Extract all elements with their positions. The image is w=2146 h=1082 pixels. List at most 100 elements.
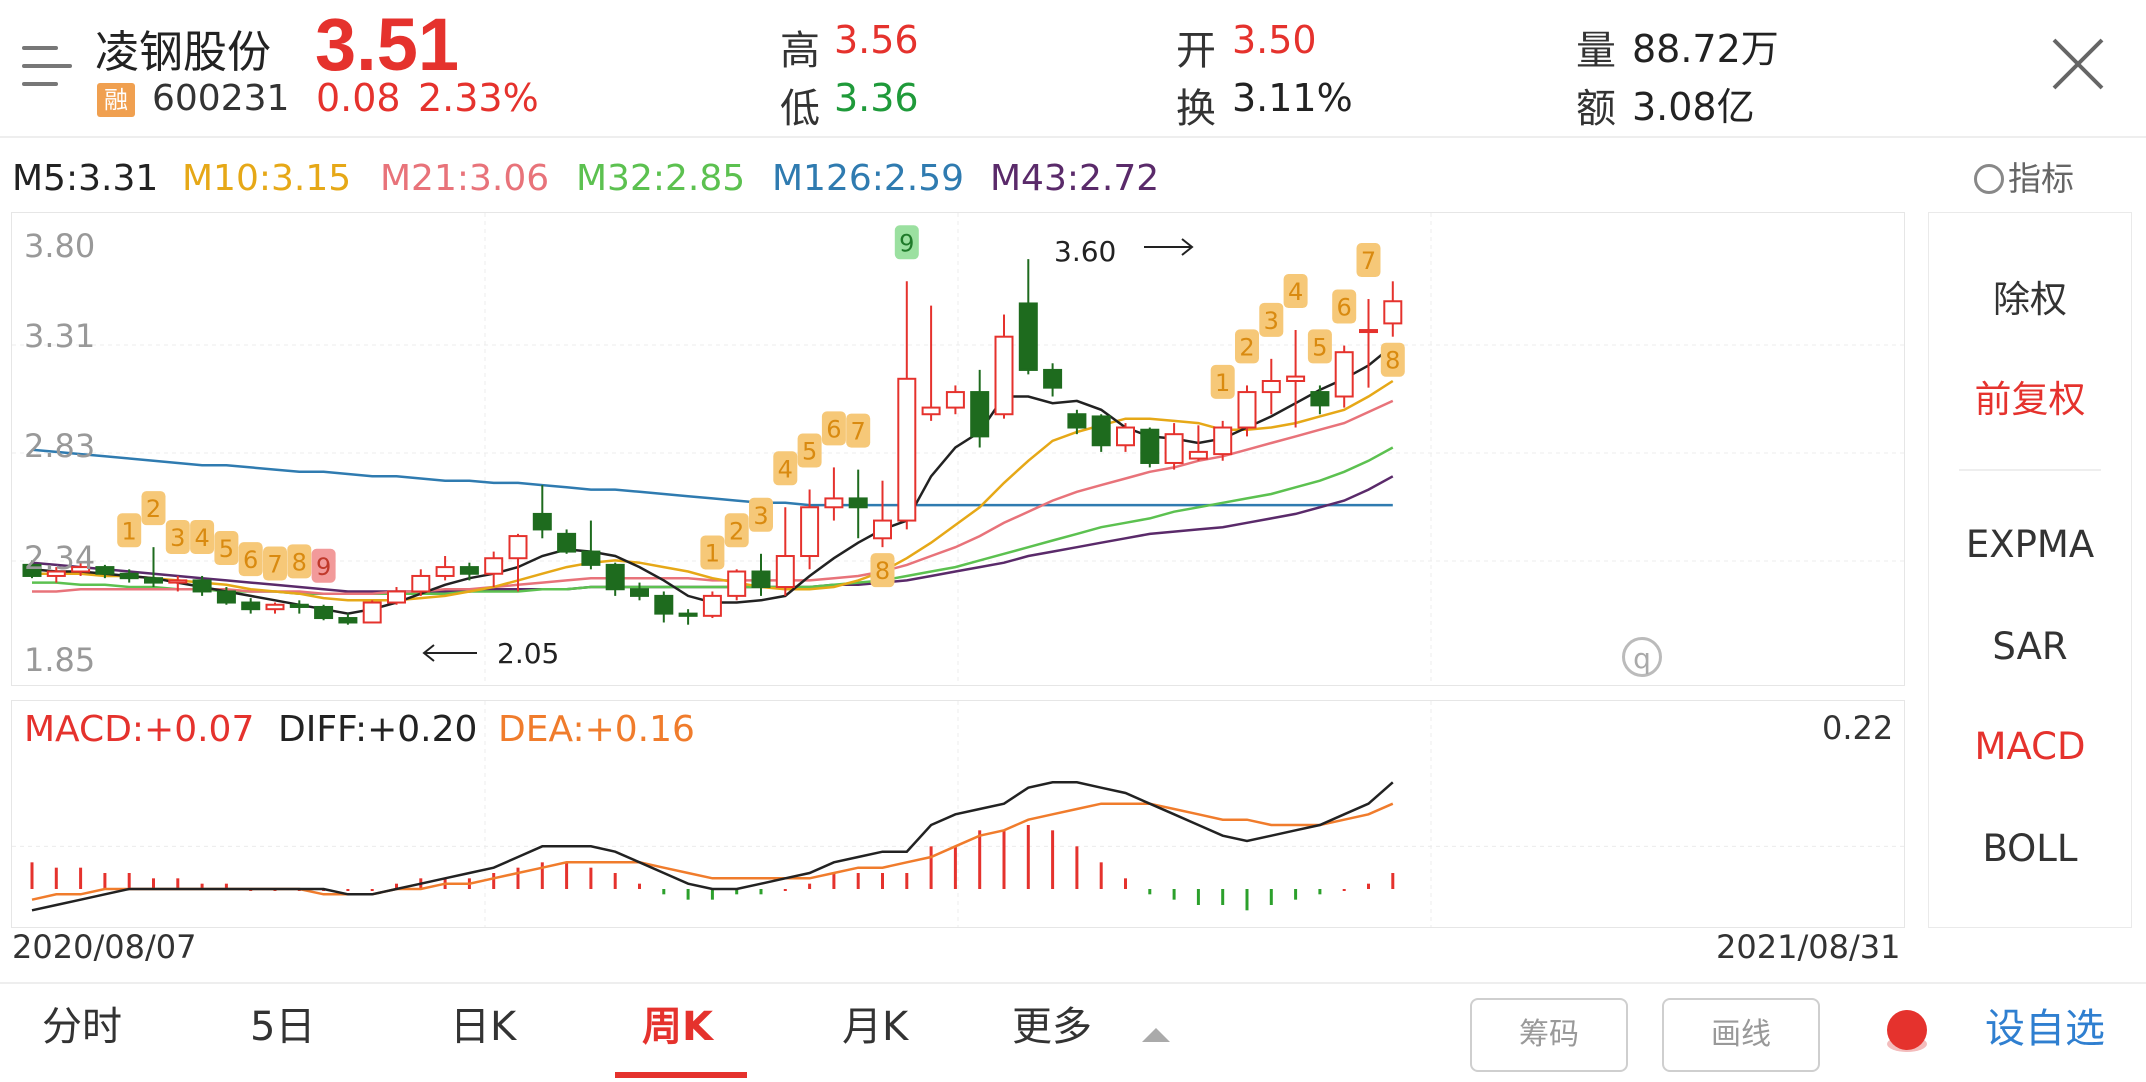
- td-badge: [749, 497, 773, 532]
- candle: [216, 587, 236, 605]
- candle-body: [800, 506, 820, 558]
- menu-icon[interactable]: [22, 44, 72, 88]
- candle: [484, 551, 504, 588]
- candle-body: [22, 563, 42, 577]
- candle-body: [314, 605, 334, 620]
- price-change: 0.08: [316, 76, 401, 120]
- candle-body: [46, 570, 66, 577]
- candle-body: [945, 391, 965, 409]
- candle: [411, 569, 431, 596]
- close-icon[interactable]: [2046, 32, 2110, 96]
- current-price: 3.51: [315, 3, 460, 86]
- candle-body: [508, 535, 528, 560]
- tab-more[interactable]: 更多: [1012, 1004, 1092, 1050]
- candle: [241, 598, 261, 614]
- td-badge: [287, 544, 312, 579]
- indicator-settings-button[interactable]: 指标: [1974, 152, 2074, 200]
- option-ex-rights[interactable]: 除权: [1993, 278, 2067, 321]
- td-number: 6: [243, 546, 258, 574]
- macd-max-label: 0.22: [1822, 709, 1894, 747]
- candle: [22, 560, 42, 579]
- candle: [678, 609, 698, 625]
- ma126-label: M126:2.59: [772, 158, 965, 199]
- chip-distribution-button[interactable]: 筹码: [1470, 998, 1628, 1072]
- td-number: 5: [219, 535, 234, 563]
- candle: [848, 469, 868, 539]
- candle: [1067, 409, 1087, 435]
- candle: [1213, 420, 1233, 461]
- candle: [46, 567, 66, 583]
- candle-body: [1164, 433, 1184, 464]
- watermark-icon: q: [1622, 637, 1662, 677]
- option-boll[interactable]: BOLL: [1982, 827, 2078, 870]
- candle: [1116, 423, 1135, 452]
- td-badge: [165, 519, 190, 554]
- candle: [727, 569, 747, 601]
- stock-code: 600231: [152, 78, 290, 119]
- indicator-settings-label: 指标: [2008, 159, 2074, 198]
- candle: [630, 582, 649, 601]
- candle-body: [727, 570, 747, 597]
- td-count-mark: 4: [773, 451, 798, 486]
- td-badge: [263, 546, 287, 581]
- td-number: 9: [899, 229, 914, 257]
- td-count-mark: 3: [165, 519, 190, 554]
- tab-monthly-k[interactable]: 月K: [842, 1004, 909, 1050]
- draw-line-button[interactable]: 画线: [1662, 998, 1820, 1072]
- td-count-mark: 1: [1210, 364, 1235, 399]
- tab-daily-k[interactable]: 日K: [450, 1004, 517, 1050]
- start-date: 2020/08/07: [12, 928, 197, 966]
- candle: [459, 562, 479, 581]
- candle-body: [1213, 426, 1233, 456]
- candle: [119, 569, 139, 583]
- candle-body: [435, 566, 455, 577]
- y-tick-label: 2.34: [24, 539, 96, 577]
- td-count-mark: 9: [894, 225, 919, 260]
- candle-body: [1043, 368, 1063, 389]
- add-to-watchlist-button[interactable]: 设自选: [1985, 1006, 2105, 1052]
- stock-header: 凌钢股份 融 600231 3.51 0.08 2.33% 高 3.56 低 3…: [0, 0, 2146, 138]
- diff-line: [31, 781, 1394, 912]
- tab-weekly-k[interactable]: 周K: [642, 1004, 713, 1050]
- y-tick-label: 2.83: [24, 427, 96, 465]
- td-badge: [1210, 364, 1235, 399]
- candle-body: [532, 512, 552, 531]
- td-badge: [724, 513, 749, 548]
- td-badge: [1307, 329, 1332, 364]
- caret-up-icon[interactable]: [1140, 1024, 1172, 1044]
- td-count-mark: 3: [749, 497, 773, 532]
- td-number: 2: [1239, 333, 1254, 361]
- td-badge: [1380, 342, 1405, 377]
- td-number: 8: [292, 548, 307, 576]
- tab-5day[interactable]: 5日: [250, 1004, 316, 1050]
- option-macd[interactable]: MACD: [1974, 725, 2086, 768]
- td-count-mark: 8: [1380, 342, 1405, 377]
- record-icon[interactable]: [1887, 1010, 1927, 1050]
- td-badge: [821, 411, 846, 446]
- high-arrow-head: [1181, 238, 1194, 256]
- macd-chart[interactable]: MACD:+0.07 DIFF:+0.20 DEA:+0.16 0.22: [11, 700, 1905, 928]
- option-sar[interactable]: SAR: [1992, 625, 2068, 668]
- stock-name: 凌钢股份: [95, 27, 271, 78]
- volume-value: 88.72万: [1632, 27, 1779, 71]
- candle: [1310, 385, 1330, 415]
- td-badge: [190, 519, 215, 554]
- option-forward-adjusted[interactable]: 前复权: [1974, 378, 2086, 421]
- td-count-mark: 6: [238, 542, 263, 577]
- candle: [581, 520, 601, 570]
- td-count-mark: 5: [797, 433, 822, 468]
- candle: [557, 529, 577, 554]
- candle: [1383, 281, 1403, 337]
- candle: [168, 575, 188, 592]
- td-count-mark: 8: [870, 553, 895, 588]
- candle-body: [605, 563, 625, 591]
- td-number: 3: [753, 502, 768, 530]
- tab-intraday[interactable]: 分时: [42, 1004, 122, 1050]
- diff-value-label: DIFF:+0.20: [278, 709, 478, 750]
- td-badge: [846, 413, 871, 448]
- candle-body: [921, 406, 941, 416]
- candle: [95, 564, 115, 579]
- option-expma[interactable]: EXPMA: [1965, 523, 2095, 566]
- td-count-mark: 5: [214, 531, 239, 566]
